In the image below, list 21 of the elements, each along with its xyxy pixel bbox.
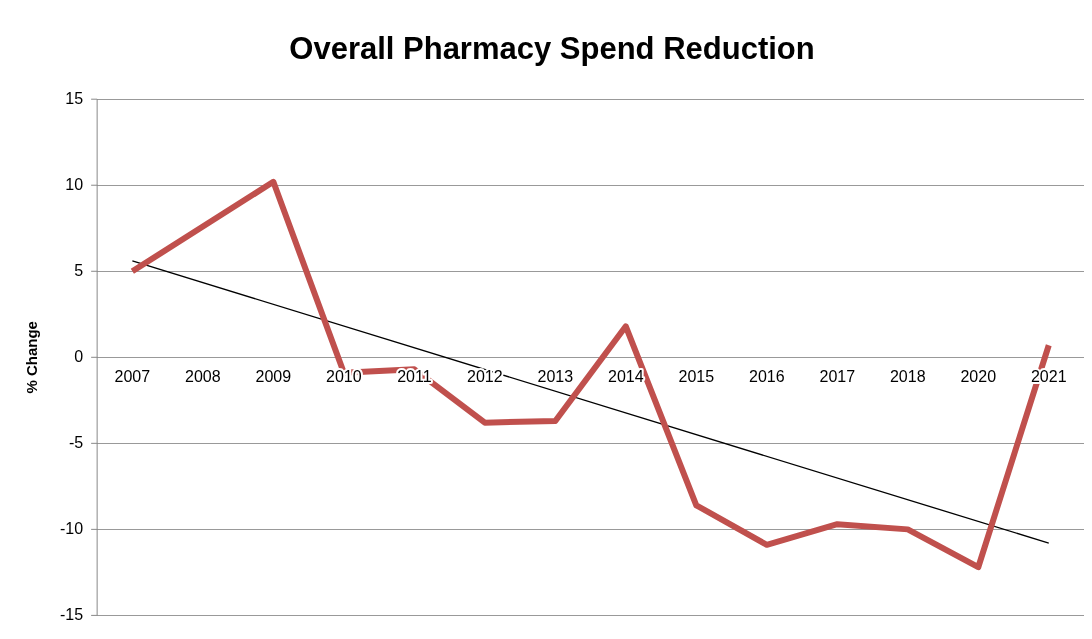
x-tick-label: 2014 <box>608 367 644 385</box>
chart-title: Overall Pharmacy Spend Reduction <box>289 31 815 67</box>
y-axis-title: % Change <box>23 321 41 394</box>
y-tick-label: 15 <box>65 89 84 107</box>
x-tick-label: 2015 <box>678 367 715 385</box>
x-tick-label: 2009 <box>255 367 292 385</box>
x-tick-label: 2017 <box>819 367 856 385</box>
x-tick-label: 2010 <box>326 367 362 385</box>
x-tick-label: 2013 <box>537 367 574 385</box>
x-tick-label: 2020 <box>960 367 997 385</box>
x-tick-label: 2007 <box>114 367 151 385</box>
y-tick-label: -10 <box>60 519 84 537</box>
y-tick-label: -15 <box>60 605 84 623</box>
x-tick-label: 2012 <box>467 367 503 385</box>
y-tick-label: 10 <box>65 175 84 193</box>
y-tick-label: -5 <box>68 433 84 451</box>
x-tick-label: 2016 <box>748 367 785 385</box>
x-tick-label: 2008 <box>185 367 221 385</box>
y-tick-label: 5 <box>74 261 84 279</box>
y-tick-label: 0 <box>74 347 84 365</box>
x-tick-label: 2018 <box>889 367 926 385</box>
